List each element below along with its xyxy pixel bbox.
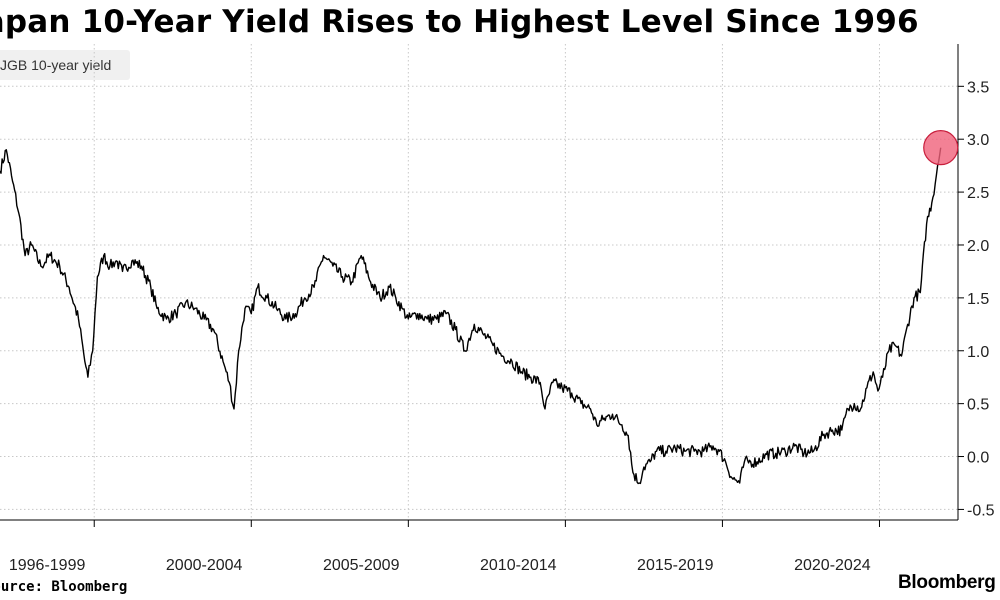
y-tick-label: 1.0 <box>967 344 989 361</box>
x-tick-label: 2015-2019 <box>637 557 714 574</box>
grid-lines <box>0 44 958 520</box>
source-note: Source: Bloomberg <box>0 579 128 595</box>
x-tick-label: 2010-2014 <box>480 557 557 574</box>
y-tick-label: -0.5 <box>967 502 995 519</box>
y-axis-labels: -0.5 0.0 0.5 1.0 1.5 2.0 2.5 3.0 3.5 <box>967 79 995 519</box>
series-line <box>0 147 942 485</box>
y-tick-label: 3.5 <box>967 79 989 96</box>
y-tick-label: 3.0 <box>967 132 989 149</box>
x-tick-label: 2000-2004 <box>166 557 243 574</box>
highlight-circle <box>923 130 959 166</box>
x-tick-label: 2005-2009 <box>323 557 400 574</box>
y-tick-label: 0.5 <box>967 397 989 414</box>
y-tick-label: 0.0 <box>967 450 989 467</box>
axes <box>0 44 964 527</box>
x-tick-label: 2020-2024 <box>794 557 871 574</box>
highlight-marker <box>923 130 959 166</box>
brand-logo: Bloomberg <box>898 572 996 593</box>
series-lines <box>0 147 942 485</box>
chart-title: Japan 10-Year Yield Rises to Highest Lev… <box>0 4 919 40</box>
y-tick-label: 1.5 <box>967 291 989 308</box>
y-tick-label: 2.5 <box>967 185 989 202</box>
y-tick-label: 2.0 <box>967 238 989 255</box>
x-axis-labels: 1996-1999 2000-2004 2005-2009 2010-2014 2015… <box>9 557 871 574</box>
x-tick-label: 1996-1999 <box>9 557 86 574</box>
legend-label: JGB 10-year yield <box>0 50 130 80</box>
